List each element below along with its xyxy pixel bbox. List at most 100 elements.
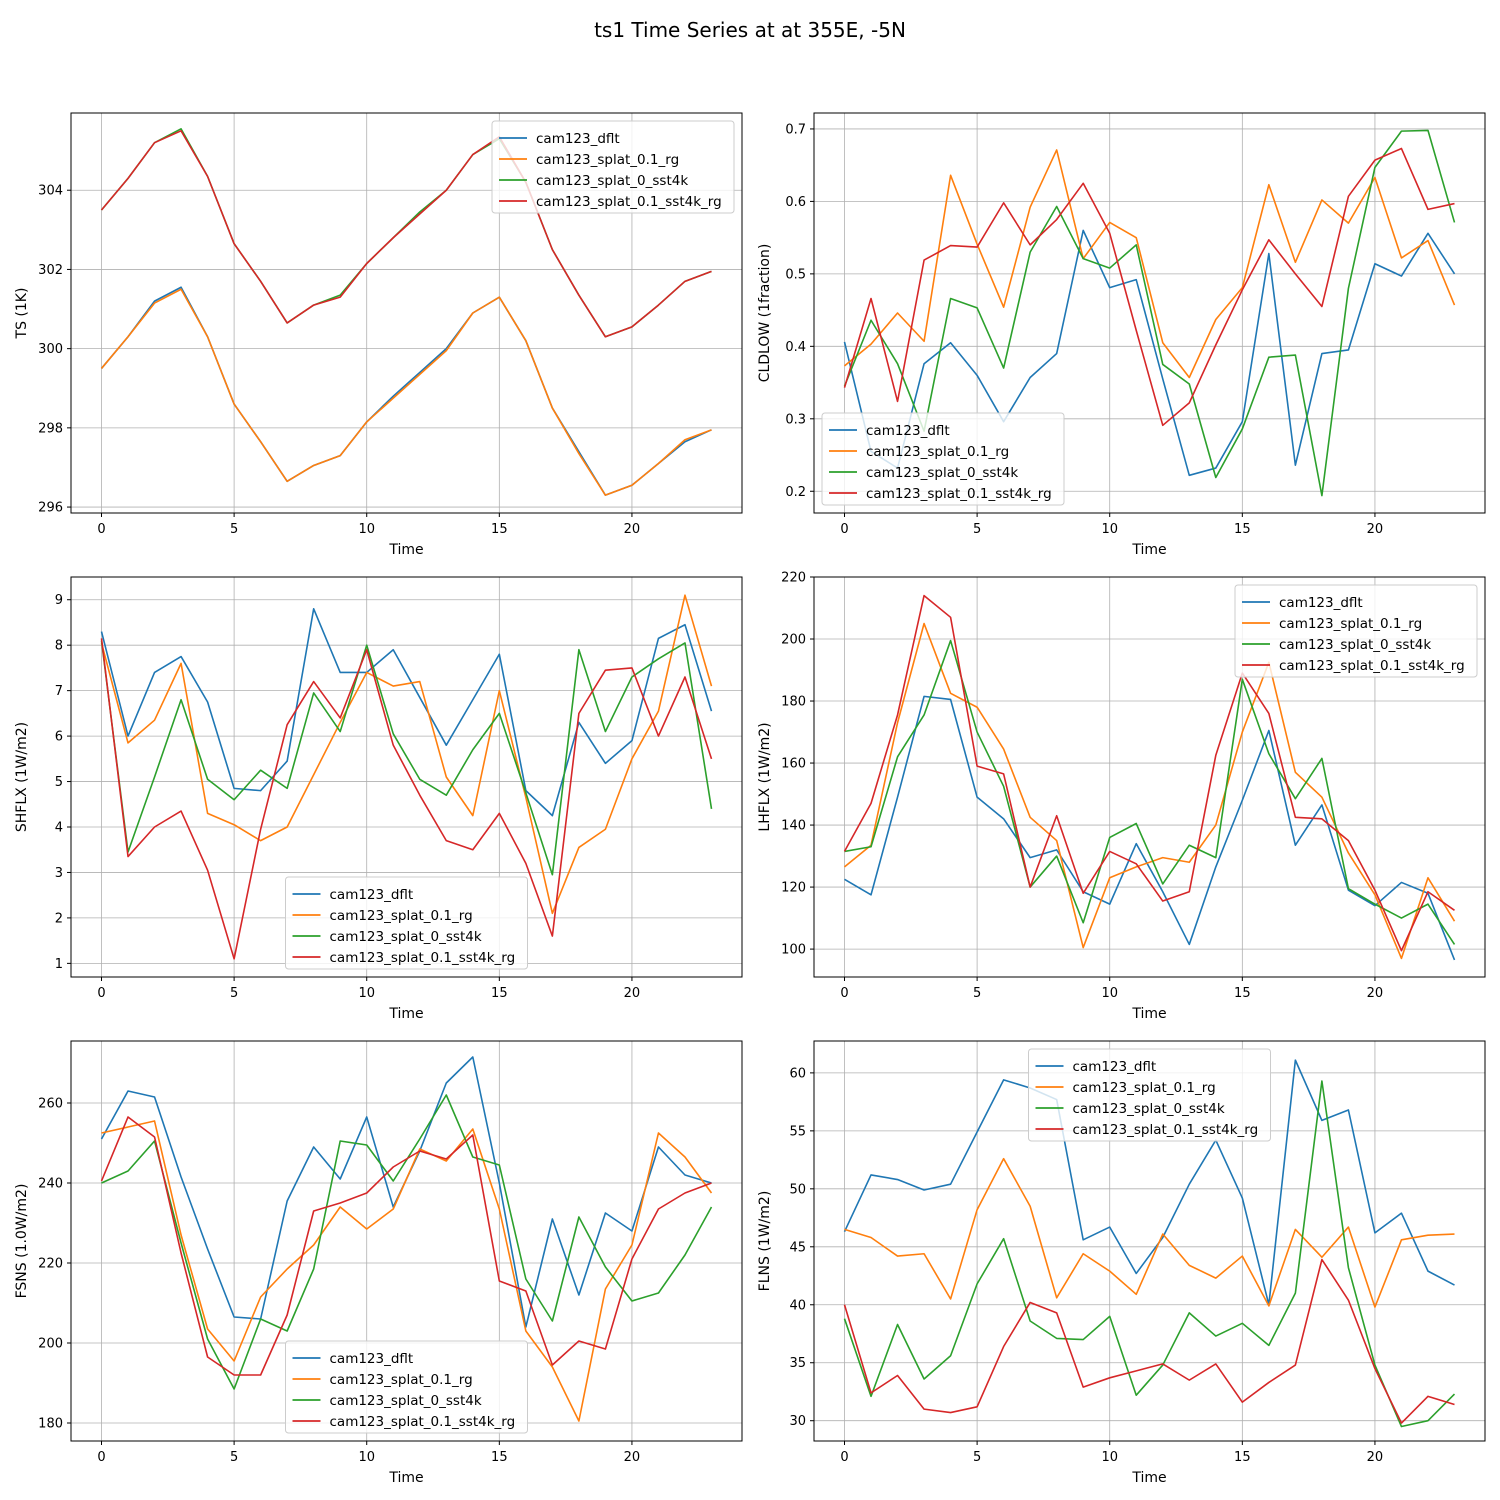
legend-label: cam123_splat_0.1_sst4k_rg bbox=[536, 194, 722, 210]
legend-label: cam123_splat_0.1_rg bbox=[1073, 1080, 1216, 1096]
x-tick-label: 0 bbox=[97, 522, 105, 537]
subplot-6: 0 5 10 15 20 30 35 40 45 50 55 60 Time FLNS (1W/m2) ca… bbox=[757, 1040, 1486, 1486]
y-tick-label: 55 bbox=[789, 1124, 806, 1139]
legend-label: cam123_splat_0.1_rg bbox=[1279, 616, 1422, 632]
y-tick-label: 0.6 bbox=[785, 195, 806, 210]
legend-label: cam123_splat_0_sst4k bbox=[330, 1393, 482, 1409]
y-tick-label: 200 bbox=[781, 633, 806, 648]
x-tick-label: 20 bbox=[1367, 522, 1384, 537]
figure-title: ts1 Time Series at at 355E, -5N bbox=[594, 18, 906, 42]
y-axis-label: FLNS (1W/m2) bbox=[757, 1191, 773, 1292]
x-tick-label: 15 bbox=[1234, 986, 1251, 1001]
y-tick-label: 60 bbox=[789, 1066, 806, 1081]
legend-label: cam123_splat_0_sst4k bbox=[536, 173, 688, 189]
x-axis-label: Time bbox=[388, 1006, 423, 1022]
legend: cam123_dflt cam123_splat_0.1_rg cam123_spl… bbox=[1028, 1048, 1271, 1142]
y-tick-label: 50 bbox=[789, 1182, 806, 1197]
x-tick-label: 10 bbox=[1101, 522, 1118, 537]
y-tick-label: 180 bbox=[38, 1417, 63, 1432]
legend-label: cam123_splat_0.1_rg bbox=[330, 1372, 473, 1388]
legend-frame bbox=[285, 1340, 528, 1434]
y-tick-label: 1 bbox=[55, 957, 63, 972]
y-tick-label: 0.7 bbox=[785, 122, 806, 137]
series-line-cam123-splat-0-sst4k bbox=[843, 129, 1456, 497]
y-tick-label: 3 bbox=[55, 866, 63, 881]
series-line-cam123-splat-0-sst4k bbox=[844, 639, 1456, 945]
y-tick-label: 304 bbox=[38, 184, 63, 199]
y-tick-label: 2 bbox=[55, 911, 63, 926]
axes-frame bbox=[813, 1040, 1486, 1442]
legend-label: cam123_splat_0_sst4k bbox=[866, 465, 1018, 481]
x-tick-label: 15 bbox=[491, 522, 508, 537]
y-tick-label: 40 bbox=[789, 1298, 806, 1313]
y-tick-label: 300 bbox=[38, 342, 63, 357]
legend-label: cam123_splat_0.1_rg bbox=[330, 908, 473, 924]
y-tick-label: 302 bbox=[38, 263, 63, 278]
x-tick-label: 10 bbox=[358, 986, 375, 1001]
legend-frame bbox=[1028, 1048, 1271, 1142]
y-tick-label: 30 bbox=[789, 1414, 806, 1429]
legend-label: cam123_splat_0_sst4k bbox=[1279, 637, 1431, 653]
x-tick-label: 5 bbox=[973, 1450, 981, 1465]
x-tick-label: 20 bbox=[624, 522, 641, 537]
y-tick-label: 45 bbox=[789, 1240, 806, 1255]
legend-label: cam123_splat_0_sst4k bbox=[1073, 1101, 1225, 1117]
series-line-cam123-dflt bbox=[844, 695, 1456, 961]
y-tick-label: 160 bbox=[781, 757, 806, 772]
y-tick-label: 140 bbox=[781, 819, 806, 834]
y-tick-label: 0.4 bbox=[785, 340, 806, 355]
y-tick-label: 8 bbox=[55, 639, 63, 654]
subplot-5: 0 5 10 15 20 180 200 220 240 260 Time FSNS (1.0W/m2… bbox=[14, 1040, 743, 1486]
x-tick-label: 15 bbox=[1234, 522, 1251, 537]
legend-label: cam123_dflt bbox=[536, 131, 620, 147]
x-tick-label: 15 bbox=[1234, 1450, 1251, 1465]
x-tick-label: 10 bbox=[358, 1450, 375, 1465]
y-tick-label: 180 bbox=[781, 695, 806, 710]
series-line-cam123-dflt bbox=[843, 229, 1456, 477]
subplot-4: 0 5 10 15 20 100 120 140 160 180 200 220 Time LHFLX (… bbox=[757, 571, 1486, 1022]
x-axis-label: Time bbox=[1131, 1006, 1166, 1022]
legend-label: cam123_splat_0.1_sst4k_rg bbox=[1279, 658, 1465, 674]
legend-label: cam123_dflt bbox=[330, 1351, 414, 1367]
x-tick-label: 0 bbox=[840, 986, 848, 1001]
y-tick-label: 7 bbox=[55, 684, 63, 699]
x-axis-label: Time bbox=[388, 1470, 423, 1486]
y-tick-label: 240 bbox=[38, 1177, 63, 1192]
y-axis-label: FSNS (1.0W/m2) bbox=[14, 1184, 30, 1299]
legend-frame bbox=[285, 876, 528, 970]
legend-frame bbox=[1234, 584, 1478, 678]
x-tick-label: 10 bbox=[1101, 1450, 1118, 1465]
legend-label: cam123_splat_0.1_rg bbox=[866, 444, 1009, 460]
x-tick-label: 20 bbox=[1367, 986, 1384, 1001]
series-line-cam123-splat-0-sst4k bbox=[843, 1080, 1456, 1428]
series-line-cam123-splat-0-1-rg bbox=[100, 288, 712, 496]
y-tick-label: 5 bbox=[55, 775, 63, 790]
legend-label: cam123_dflt bbox=[330, 887, 414, 903]
legend-label: cam123_dflt bbox=[1073, 1059, 1157, 1075]
x-tick-label: 15 bbox=[491, 986, 508, 1001]
y-tick-label: 4 bbox=[55, 821, 63, 836]
x-tick-label: 10 bbox=[358, 522, 375, 537]
series-line-cam123-splat-0-1-sst4k-rg bbox=[843, 594, 1455, 952]
series-line-cam123-splat-0-sst4k bbox=[101, 1094, 713, 1390]
legend: cam123_dflt cam123_splat_0.1_rg cam123_spl… bbox=[491, 120, 735, 214]
x-tick-label: 5 bbox=[230, 522, 238, 537]
x-tick-label: 20 bbox=[624, 1450, 641, 1465]
legend: cam123_dflt cam123_splat_0.1_rg cam123_spl… bbox=[285, 876, 528, 970]
x-tick-label: 0 bbox=[97, 986, 105, 1001]
legend-frame bbox=[491, 120, 735, 214]
y-tick-label: 0.5 bbox=[785, 267, 806, 282]
y-axis-label: LHFLX (1W/m2) bbox=[757, 722, 773, 831]
legend: cam123_dflt cam123_splat_0.1_rg cam123_spl… bbox=[1234, 584, 1478, 678]
x-tick-label: 5 bbox=[230, 1450, 238, 1465]
y-tick-label: 220 bbox=[781, 571, 806, 586]
legend-label: cam123_splat_0.1_sst4k_rg bbox=[866, 486, 1052, 502]
y-tick-label: 6 bbox=[55, 730, 63, 745]
legend: cam123_dflt cam123_splat_0.1_rg cam123_spl… bbox=[285, 1340, 528, 1434]
x-tick-label: 5 bbox=[973, 986, 981, 1001]
axes-frame bbox=[70, 576, 743, 978]
series-line-cam123-splat-0-1-rg bbox=[843, 622, 1456, 960]
x-axis-label: Time bbox=[388, 542, 423, 558]
x-tick-label: 20 bbox=[624, 986, 641, 1001]
